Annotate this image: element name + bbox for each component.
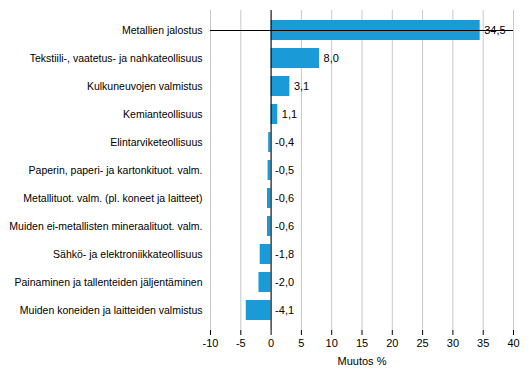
svg-text:30: 30 <box>447 337 459 349</box>
svg-text:Muiden ei-metallisten mineraal: Muiden ei-metallisten mineraalituot. val… <box>9 220 202 232</box>
svg-text:Tekstiili-, vaatetus- ja nahka: Tekstiili-, vaatetus- ja nahkateollisuus <box>30 52 203 64</box>
svg-text:-5: -5 <box>236 337 246 349</box>
svg-text:0: 0 <box>268 337 274 349</box>
svg-text:-2,0: -2,0 <box>275 276 294 288</box>
svg-text:15: 15 <box>356 337 368 349</box>
svg-text:Muutos %: Muutos % <box>338 355 387 367</box>
svg-text:-1,8: -1,8 <box>275 248 294 260</box>
svg-text:25: 25 <box>416 337 428 349</box>
svg-text:-4,1: -4,1 <box>275 304 294 316</box>
svg-text:-0,4: -0,4 <box>275 136 294 148</box>
svg-text:-0,6: -0,6 <box>275 192 294 204</box>
svg-text:Painaminen ja tallenteiden jäl: Painaminen ja tallenteiden jäljentäminen <box>15 276 203 288</box>
svg-text:35: 35 <box>477 337 489 349</box>
svg-text:1,1: 1,1 <box>282 108 297 120</box>
svg-text:Kulkuneuvojen valmistus: Kulkuneuvojen valmistus <box>87 80 203 92</box>
svg-text:Metallituot. valm. (pl. koneet: Metallituot. valm. (pl. koneet ja laitte… <box>23 192 202 204</box>
svg-text:-10: -10 <box>203 337 219 349</box>
svg-text:20: 20 <box>386 337 398 349</box>
svg-text:34,5: 34,5 <box>484 24 506 36</box>
svg-text:Muiden koneiden ja laitteiden: Muiden koneiden ja laitteiden valmistus <box>20 304 203 316</box>
svg-text:10: 10 <box>326 337 338 349</box>
svg-text:8,0: 8,0 <box>324 52 339 64</box>
svg-text:5: 5 <box>298 337 304 349</box>
svg-text:-0,5: -0,5 <box>275 164 294 176</box>
svg-text:Paperin, paperi- ja kartonkitu: Paperin, paperi- ja kartonkituot. valm. <box>29 164 203 176</box>
svg-text:40: 40 <box>507 337 519 349</box>
svg-text:3,1: 3,1 <box>294 80 309 92</box>
svg-text:-0,6: -0,6 <box>275 220 294 232</box>
svg-text:Elintarviketeollisuus: Elintarviketeollisuus <box>110 136 202 148</box>
svg-text:Sähkö- ja elektroniikkateollis: Sähkö- ja elektroniikkateollisuus <box>53 248 202 260</box>
svg-text:Kemianteollisuus: Kemianteollisuus <box>123 108 202 120</box>
svg-text:Metallien jalostus: Metallien jalostus <box>122 24 203 36</box>
